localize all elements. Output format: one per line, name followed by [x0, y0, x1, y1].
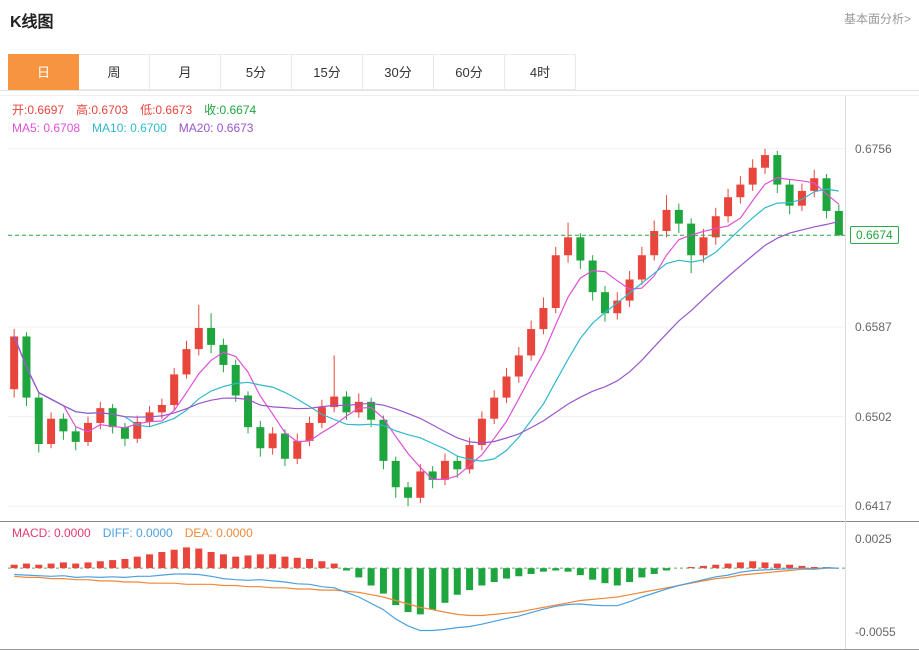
legend-token: 收:0.6674: [204, 103, 257, 117]
tab-4时[interactable]: 4时: [505, 54, 576, 90]
tab-15分[interactable]: 15分: [292, 54, 363, 90]
legend-token: 高:0.6703: [76, 103, 129, 117]
legend-token: DIFF: 0.0000: [102, 526, 173, 540]
tab-月[interactable]: 月: [150, 54, 221, 90]
legend-token: MA20: 0.6673: [178, 121, 254, 135]
price-axis: 0.6756 0.6674 0.6587 0.6502 0.6417 0.0025 -0.0…: [845, 96, 919, 649]
gridlines: [8, 148, 845, 507]
panel-separator: [0, 521, 919, 522]
legend-token: 开:0.6697: [12, 103, 65, 117]
ma-legend: MA5: 0.6708 MA10: 0.6700 MA20: 0.6673: [12, 121, 265, 135]
ma20-line: [13, 221, 839, 444]
macd-legend: MACD: 0.0000 DIFF: 0.0000 DEA: 0.0000: [12, 526, 265, 540]
ma5-line: [13, 177, 840, 480]
diff-line: [14, 566, 839, 632]
legend-token: MA5: 0.6708: [12, 121, 81, 135]
ma10-line: [13, 188, 839, 462]
macd-histogram: [10, 547, 831, 615]
ohlc-legend: 开:0.6697 高:0.6703 低:0.6673 收:0.6674: [12, 101, 268, 118]
legend-token: MACD: 0.0000: [12, 526, 91, 540]
current-price-badge: 0.6674: [850, 226, 899, 245]
legend-token: MA10: 0.6700: [92, 121, 167, 135]
page-header: K线图 基本面分析>: [0, 0, 919, 34]
tab-周[interactable]: 周: [79, 54, 150, 90]
legend-token: DEA: 0.0000: [184, 526, 253, 540]
macd-axis-tick: 0.0025: [855, 532, 892, 547]
candles: [10, 148, 843, 507]
main-axis-tick: 0.6417: [855, 499, 892, 514]
chart-container: 开:0.6697 高:0.6703 低:0.6673 收:0.6674 MA5: 0.…: [0, 95, 919, 650]
tab-60分[interactable]: 60分: [434, 54, 505, 90]
macd-axis-tick: -0.0055: [855, 624, 896, 639]
macd-chart[interactable]: [8, 522, 845, 649]
main-axis-tick: 0.6587: [855, 319, 892, 334]
tab-5分[interactable]: 5分: [221, 54, 292, 90]
tab-日[interactable]: 日: [8, 54, 79, 90]
main-chart-panel[interactable]: 开:0.6697 高:0.6703 低:0.6673 收:0.6674 MA5: 0.…: [8, 96, 845, 521]
main-axis-tick: 0.6756: [855, 141, 892, 156]
fundamental-analysis-link[interactable]: 基本面分析>: [843, 12, 911, 26]
tab-30分[interactable]: 30分: [363, 54, 434, 90]
macd-panel[interactable]: MACD: 0.0000 DIFF: 0.0000 DEA: 0.0000: [8, 522, 845, 649]
interval-tabbar: 日周月 5分 15分 30分 60分 4时: [0, 54, 919, 91]
dea-line: [14, 567, 839, 617]
page-title: K线图: [10, 14, 54, 31]
candlestick-chart[interactable]: [8, 96, 845, 521]
main-axis-tick: 0.6502: [855, 409, 892, 424]
legend-token: 低:0.6673: [140, 103, 193, 117]
